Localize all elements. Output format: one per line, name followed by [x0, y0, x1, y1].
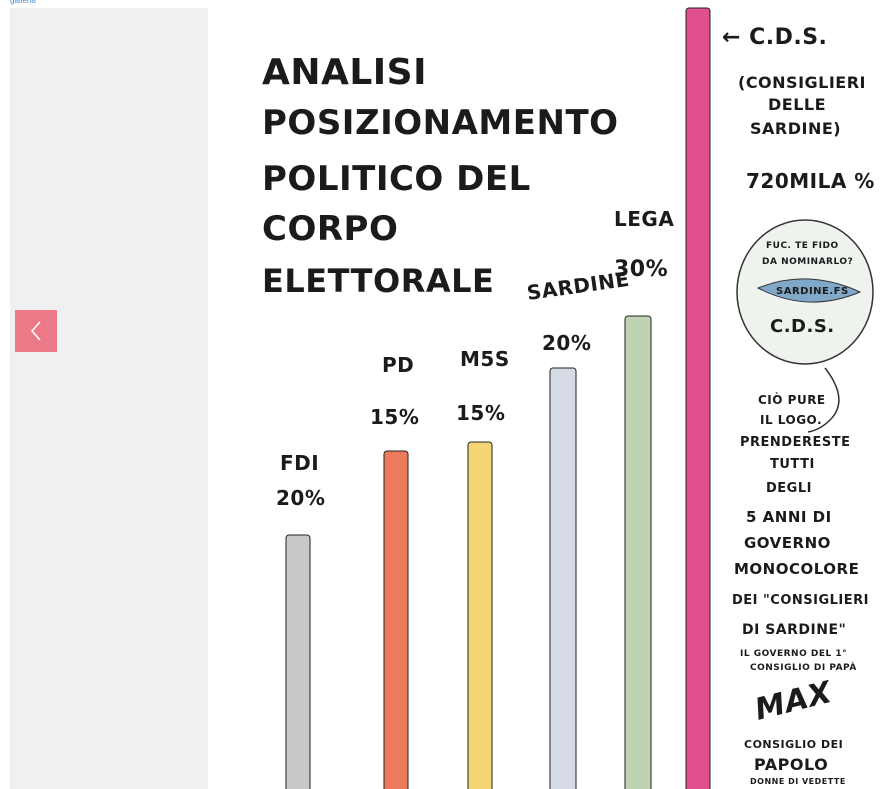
bar-pd — [383, 450, 409, 789]
bar-group — [285, 7, 711, 789]
side-note-line-9: DEI "CONSIGLIERI — [732, 593, 869, 608]
side-note-line-3: PRENDERESTE — [740, 435, 850, 450]
side-note-line-2: IL LOGO. — [760, 413, 822, 427]
label-percent-fdi: 20% — [276, 486, 325, 510]
badge-line-4: C.D.S. — [770, 316, 835, 337]
cds-note-line-2: DELLE — [768, 95, 826, 114]
top-link[interactable]: galleria — [10, 0, 36, 5]
cartoon-image: ANALISI POSIZIONAMENTO POLITICO DEL CORP… — [210, 0, 880, 789]
title-line-1: ANALISI — [262, 52, 427, 93]
sardine-fish-icon — [756, 278, 862, 303]
side-note-line-4: TUTTI — [770, 457, 815, 472]
bar-fdi — [285, 534, 311, 789]
side-note-line-1: CIÒ PURE — [758, 392, 826, 407]
label-percent-m5s: 15% — [456, 401, 505, 425]
cds-note-line-1: (CONSIGLIERI — [738, 73, 866, 92]
chevron-left-icon — [30, 321, 41, 341]
badge-line-2: DA NOMINARLO? — [762, 257, 853, 267]
sidebar-panel — [10, 8, 208, 789]
cds-label: ← C.D.S. — [722, 25, 827, 50]
label-party-pd: PD — [382, 353, 414, 377]
signature-sub-line-1: CONSIGLIO DEI — [744, 738, 843, 751]
previous-button[interactable] — [15, 310, 57, 352]
sardine-logo: FUC. TE FIDO DA NOMINARLO? SARDINE.FS C.… — [736, 219, 874, 365]
signature-sub-line-2: PAPOLO — [754, 755, 828, 774]
signature-sub-line-3: DONNE DI VEDETTE — [750, 777, 846, 786]
badge-line-1: FUC. TE FIDO — [766, 241, 839, 251]
title-line-5: ELETTORALE — [262, 262, 494, 300]
badge-line-3: SARDINE.FS — [776, 286, 849, 297]
bar-m5s — [467, 441, 493, 789]
label-percent-sardine: 20% — [542, 331, 591, 355]
side-note-line-8: MONOCOLORE — [734, 560, 859, 578]
side-note-line-6: 5 ANNI DI — [746, 508, 832, 526]
annotation-arrow — [807, 367, 840, 433]
label-party-m5s: M5S — [460, 347, 510, 371]
cartoon-background — [210, 0, 880, 789]
side-note-line-7: GOVERNO — [744, 534, 831, 552]
bar-lega — [624, 315, 652, 789]
label-percent-lega: 30% — [614, 257, 668, 282]
bar-cds — [685, 7, 711, 789]
label-percent-pd: 15% — [370, 405, 419, 429]
label-party-lega: LEGA — [614, 207, 674, 231]
bar-sardine — [549, 367, 577, 789]
side-note-line-10: DI SARDINE" — [742, 622, 846, 638]
cds-annotation: ← C.D.S. (CONSIGLIERI DELLE SARDINE) 720… — [722, 25, 875, 193]
footnote-line-1: IL GOVERNO DEL 1° — [740, 649, 847, 659]
footnote-line-2: CONSIGLIO DI PAPÀ — [750, 661, 857, 673]
title-line-3: POLITICO DEL — [262, 159, 531, 199]
side-note: CIÒ PURE IL LOGO. PRENDERESTE TUTTI DEGL… — [732, 392, 869, 673]
title-line-2: POSIZIONAMENTO — [262, 103, 619, 143]
title-line-4: CORPO — [262, 209, 398, 249]
side-note-line-5: DEGLI — [766, 481, 812, 496]
cartoon-title: ANALISI POSIZIONAMENTO POLITICO DEL CORP… — [262, 52, 619, 300]
cds-value: 720MILA % — [746, 169, 875, 193]
cds-note-line-3: SARDINE) — [750, 119, 841, 138]
label-party-fdi: FDI — [280, 451, 319, 475]
